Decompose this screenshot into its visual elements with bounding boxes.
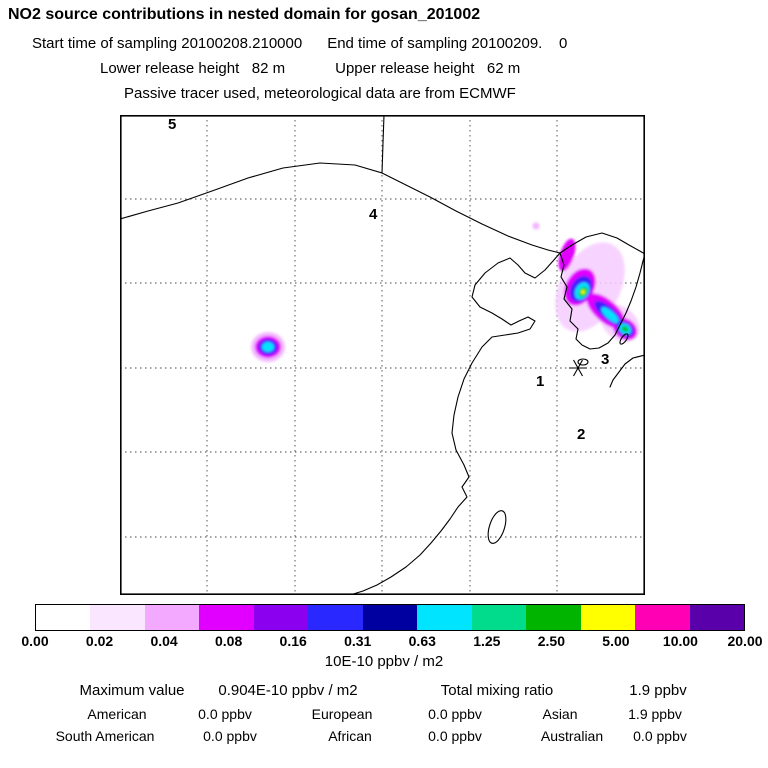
max-value: 0.904E-10 ppbv / m2 bbox=[218, 682, 358, 699]
colorbar-unit-label: 10E-10 ppbv / m2 bbox=[324, 653, 444, 670]
colorbar-tick: 2.50 bbox=[537, 633, 565, 649]
colorbar-cell bbox=[36, 605, 91, 630]
cluster-number: 2 bbox=[577, 426, 585, 443]
plume-layer bbox=[621, 325, 629, 333]
plume-layer bbox=[262, 342, 274, 352]
cluster-number: 4 bbox=[369, 206, 378, 223]
colorbar-tick: 0.16 bbox=[279, 633, 307, 649]
sampling-times-line: Start time of sampling 20100208.210000 E… bbox=[32, 35, 568, 52]
release-heights-line: Lower release height 82 m Upper release … bbox=[100, 60, 521, 77]
colorbar-cell bbox=[90, 605, 145, 630]
map-panel: 5 4 3 1 2 bbox=[120, 115, 645, 595]
colorbar-tick: 10.00 bbox=[662, 633, 698, 649]
colorbar-tick: 1.25 bbox=[473, 633, 501, 649]
plume-layer bbox=[558, 238, 576, 272]
colorbar-cell bbox=[580, 605, 636, 630]
total-mixing-ratio-label: Total mixing ratio bbox=[440, 682, 554, 699]
max-value-label: Maximum value bbox=[79, 682, 185, 699]
cluster-number: 1 bbox=[536, 373, 544, 390]
region-value: 0.0 ppbv bbox=[203, 728, 257, 744]
plume-layer bbox=[581, 289, 585, 295]
colorbar-cell bbox=[417, 605, 472, 630]
cluster-number: 3 bbox=[601, 351, 609, 368]
tsushima-island bbox=[619, 333, 629, 345]
colorbar-tick-labels: 0.00 0.02 0.04 0.08 0.16 0.31 0.63 1.25 2.50 5.00… bbox=[21, 633, 762, 651]
receptor-asterisk-icon bbox=[569, 359, 587, 377]
region-name: South American bbox=[55, 728, 155, 744]
region-name: African bbox=[328, 728, 372, 744]
colorbar-cell bbox=[144, 605, 200, 630]
colorbar-cell bbox=[526, 605, 581, 630]
total-mixing-ratio-value: 1.9 ppbv bbox=[629, 682, 687, 699]
region-name: American bbox=[87, 706, 147, 722]
colorbar-cell bbox=[635, 605, 690, 630]
region-value: 0.0 ppbv bbox=[198, 706, 252, 722]
colorbar-tick: 0.00 bbox=[21, 633, 49, 649]
grid-lines bbox=[120, 115, 645, 595]
colorbar-cell bbox=[308, 605, 363, 630]
cluster-number: 5 bbox=[168, 116, 176, 133]
colorbar-cell bbox=[362, 605, 418, 630]
region-name: Australian bbox=[540, 728, 604, 744]
region-name: Asian bbox=[542, 706, 578, 722]
colorbar-tick: 5.00 bbox=[602, 633, 630, 649]
map-image: 5 4 3 1 2 bbox=[120, 115, 645, 595]
colorbar-cell bbox=[689, 605, 745, 630]
region-value: 1.9 ppbv bbox=[628, 706, 682, 722]
colorbar-cell bbox=[471, 605, 527, 630]
region-name: European bbox=[311, 706, 373, 722]
plume-layer bbox=[532, 222, 540, 230]
colorbar-tick: 0.63 bbox=[408, 633, 436, 649]
colorbar-tick: 0.31 bbox=[344, 633, 372, 649]
figure-title: NO2 source contributions in nested domai… bbox=[8, 6, 481, 23]
colorbar-tick: 20.00 bbox=[727, 633, 763, 649]
colorbar-tick: 0.02 bbox=[85, 633, 114, 649]
coastlines bbox=[120, 115, 645, 595]
plume-layer bbox=[601, 307, 619, 323]
colorbar-cell bbox=[253, 605, 309, 630]
colorbar bbox=[35, 604, 745, 631]
region-value: 0.0 ppbv bbox=[633, 728, 687, 744]
concentration-plumes bbox=[251, 222, 640, 362]
jeju-island bbox=[577, 358, 589, 366]
colorbar-cell bbox=[199, 605, 254, 630]
colorbar-tick: 0.08 bbox=[215, 633, 243, 649]
taiwan-island bbox=[487, 510, 507, 544]
map-border bbox=[120, 115, 645, 595]
region-value: 0.0 ppbv bbox=[428, 728, 482, 744]
colorbar-tick: 0.04 bbox=[150, 633, 178, 649]
region-value: 0.0 ppbv bbox=[428, 706, 482, 722]
tracer-info-line: Passive tracer used, meteorological data… bbox=[124, 85, 516, 102]
